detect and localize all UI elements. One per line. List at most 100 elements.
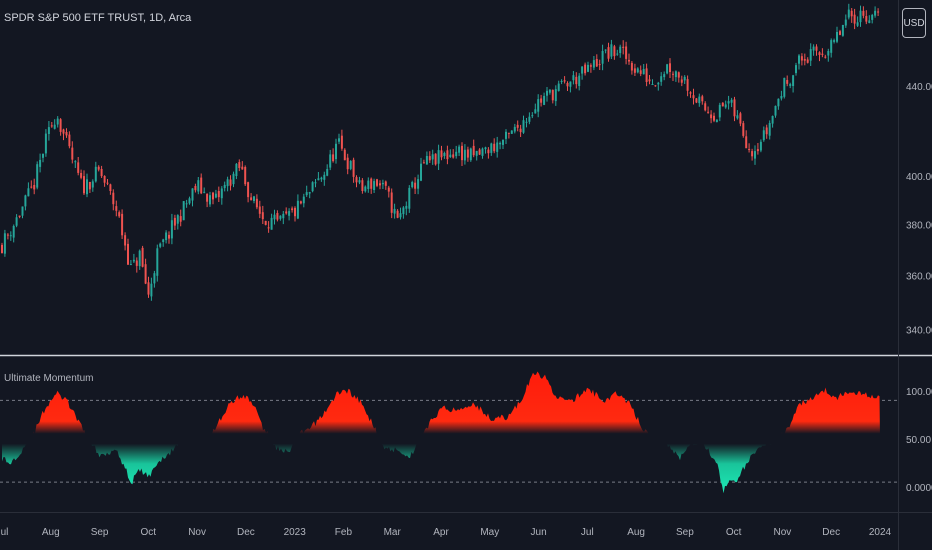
candle-body [689,92,692,94]
candle-body [83,176,85,194]
candle-body [150,283,153,297]
candle-body [666,64,669,74]
candle-body [185,203,188,205]
candle-body [715,119,718,122]
candle-body [305,192,308,196]
candle-body [452,154,455,158]
candle-body [212,192,214,200]
candle-body [314,182,317,184]
candle-body [780,96,783,99]
candle-body [358,180,361,183]
candle-body [182,201,185,221]
candle-body [633,68,636,73]
candle-body [30,186,33,188]
candle-body [121,213,124,236]
candle-body [698,96,701,104]
candle-body [250,197,253,201]
price-axis[interactable]: 340.00 360.00 380.00 400.00 440.00 [906,82,932,336]
candle-body [36,164,39,188]
candle-body [534,109,537,114]
candle-body [513,126,516,132]
candle-body [844,19,847,26]
candle-body [118,212,121,217]
candle-body [115,206,118,211]
candle-body [373,181,376,190]
candle-body [622,46,625,48]
candle-body [551,89,554,101]
candle-body [505,131,507,139]
candle-body [472,145,475,156]
candle-body [581,66,584,74]
candle-body [525,121,528,123]
candle-body [408,187,411,209]
candle-body [686,79,689,91]
price-axis-label: 400.00 [906,172,932,183]
candle-body [502,140,504,145]
candle-body [859,10,862,23]
time-axis[interactable]: Jul Aug Sep Oct Nov Dec 2023 Feb Mar Apr May Jun Jul… [0,527,892,538]
candle-body [768,123,771,136]
candle-body [53,124,56,129]
candle-body [355,177,358,183]
time-axis-label: Jul [0,527,8,538]
candle-body [736,115,739,119]
candle-body [803,59,806,61]
candle-body [704,103,707,111]
time-axis-label: Nov [188,527,206,538]
candle-body [639,70,642,74]
candle-body [466,149,469,158]
momentum-area [2,371,880,494]
candle-body [411,182,414,188]
candle-body [765,127,768,135]
candle-body [59,119,62,132]
candle-body [229,179,232,186]
candle-body [619,46,622,53]
candle-body [478,149,481,155]
price-axis-label: 340.00 [906,326,932,337]
candle-body [572,75,575,81]
candle-body [587,64,589,72]
candle-body [815,46,818,51]
candle-body [320,177,323,180]
candle-body [507,132,510,134]
candle-body [836,32,838,42]
candle-body [80,173,83,178]
candle-body [267,227,270,229]
candle-body [446,150,449,160]
candle-body [707,111,710,113]
currency-button[interactable]: USD [902,8,926,38]
candle-body [557,83,560,91]
candle-body [566,83,569,87]
candle-body [103,176,106,183]
candle-body [170,220,173,239]
candle-body [97,166,100,170]
candle-body [9,235,12,237]
candle-body [800,56,803,61]
time-axis-label: Feb [335,527,353,538]
candle-body [499,142,502,145]
time-axis-label: Oct [726,527,742,538]
candle-body [771,116,774,124]
candle-body [610,44,613,57]
candle-body [223,184,226,189]
candle-body [537,99,540,112]
candle-body [405,205,408,209]
candle-body [569,81,572,87]
candle-body [777,98,780,107]
candle-body [469,148,472,161]
candle-body [841,25,844,36]
candle-body [44,133,47,154]
candle-body [739,113,742,124]
candle-body [165,232,168,241]
momentum-axis[interactable]: 0.0000 50.00 100.00 [906,387,932,494]
candle-body [299,201,302,204]
candle-body [516,124,519,128]
candle-body [153,273,156,284]
candle-body [458,146,461,153]
candle-body [874,10,877,16]
candle-body [50,125,53,127]
candle-body [381,182,384,185]
candle-body [194,186,197,191]
candle-body [677,72,680,78]
candle-body [387,187,390,192]
